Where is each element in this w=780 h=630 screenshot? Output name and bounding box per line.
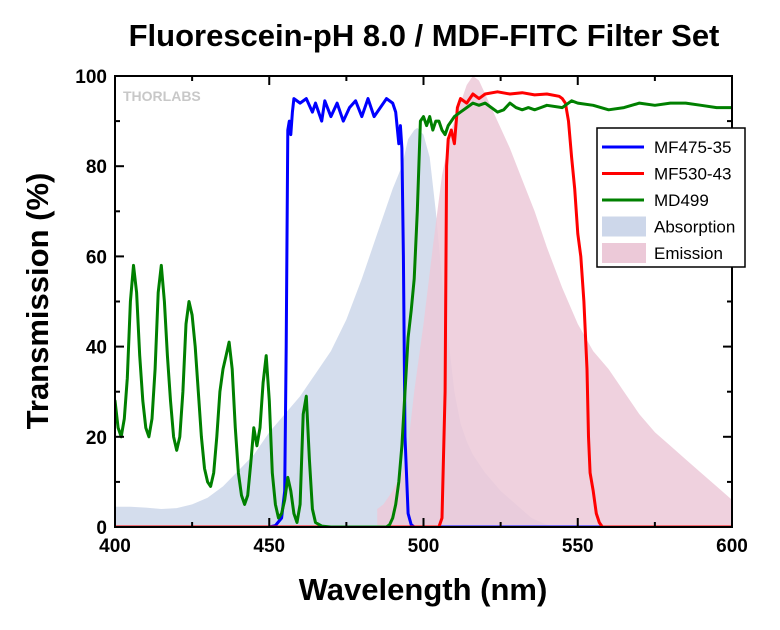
x-tick-label: 600 [716, 536, 748, 557]
tick-layer: 400 450 500 550 600 0 20 40 60 80 100 [75, 67, 748, 557]
legend-swatch-absorption [602, 216, 646, 237]
y-tick-label: 100 [75, 67, 107, 88]
series-line-mf530-43 [115, 90, 732, 527]
legend-swatch-emission [602, 243, 646, 263]
y-tick-label: 20 [86, 428, 107, 449]
legend-label-md499: MD499 [654, 191, 709, 210]
y-tick-label: 80 [86, 157, 107, 178]
x-tick-label: 400 [99, 536, 131, 557]
legend-label-emission: Emission [654, 244, 723, 263]
chart-title: Fluorescein-pH 8.0 / MDF-FITC Filter Set [129, 18, 720, 53]
x-axis-label: Wavelength (nm) [299, 572, 548, 607]
series-line-md499 [115, 99, 732, 527]
x-tick-label: 550 [562, 536, 594, 557]
area-emission [377, 76, 732, 527]
y-axis-label: Transmission (%) [20, 173, 55, 430]
x-tick-label: 450 [253, 536, 285, 557]
series-line-mf475-35 [115, 97, 732, 527]
y-tick-label: 0 [96, 518, 107, 539]
area-layer [115, 76, 732, 527]
legend-label-mf530-43: MF530-43 [654, 165, 731, 184]
y-tick-label: 40 [86, 338, 107, 359]
legend-label-absorption: Absorption [654, 218, 735, 237]
legend: MF475-35 MF530-43 MD499 Absorption Emission [596, 127, 746, 268]
legend-label-mf475-35: MF475-35 [654, 138, 731, 157]
y-tick-label: 60 [86, 247, 107, 268]
watermark-logo: THORLABS [123, 88, 201, 104]
line-layer [115, 90, 732, 527]
x-tick-label: 500 [408, 536, 440, 557]
